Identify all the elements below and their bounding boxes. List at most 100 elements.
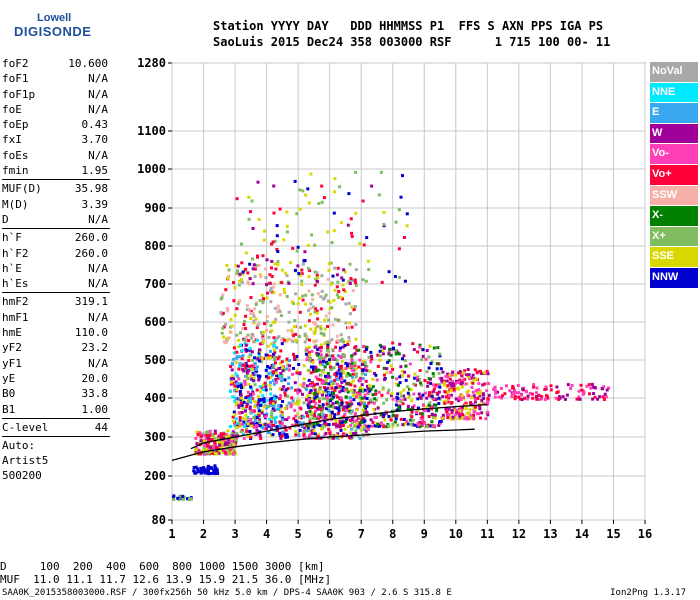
echo-point	[412, 382, 416, 386]
echo-point	[336, 395, 339, 399]
echo-point	[264, 415, 268, 419]
echo-point	[240, 278, 243, 281]
echo-point	[172, 497, 176, 501]
echo-point	[251, 267, 255, 271]
echo-point	[257, 378, 261, 382]
muf-row: MUF 11.0 11.1 11.7 12.6 13.9 15.9 21.5 3…	[0, 573, 332, 586]
echo-point	[374, 373, 378, 377]
echo-point	[271, 396, 274, 400]
echo-point	[221, 293, 225, 297]
echo-point	[566, 383, 570, 387]
echo-point	[387, 270, 391, 274]
echo-point	[366, 391, 370, 395]
echo-point	[472, 416, 476, 420]
echo-point	[448, 373, 452, 377]
echo-point	[456, 381, 460, 384]
echo-point	[448, 381, 452, 385]
echo-point	[454, 413, 458, 417]
echo-point	[220, 331, 224, 335]
echo-point	[258, 342, 262, 346]
echo-point	[427, 404, 431, 407]
echo-point	[432, 346, 436, 350]
echo-point	[394, 348, 398, 352]
param-value: 260.0	[74, 246, 108, 260]
echo-point	[261, 423, 265, 427]
echo-point	[508, 389, 512, 393]
echo-point	[284, 428, 288, 432]
echo-point	[354, 284, 358, 287]
echo-point	[335, 358, 339, 362]
echo-point	[340, 337, 344, 341]
echo-point	[322, 370, 326, 374]
echo-point	[372, 408, 376, 412]
echo-point	[473, 407, 477, 411]
x-tick-label: 6	[326, 527, 333, 541]
echo-point	[332, 211, 336, 215]
echo-point	[323, 365, 327, 369]
echo-point	[310, 359, 314, 362]
echo-point	[349, 410, 353, 414]
echo-point	[274, 415, 278, 419]
echo-point	[250, 311, 254, 315]
echo-point	[361, 199, 365, 203]
echo-point	[305, 388, 308, 392]
echo-point	[287, 376, 291, 380]
echo-point	[235, 397, 239, 401]
echo-point	[201, 449, 205, 453]
echo-point	[341, 297, 344, 301]
echo-point	[285, 418, 289, 422]
echo-point	[479, 372, 483, 375]
echo-point	[367, 428, 370, 431]
autoscale-text: Auto:	[2, 439, 36, 453]
echo-point	[215, 471, 219, 475]
echo-point	[279, 394, 283, 398]
echo-point	[418, 412, 422, 416]
echo-point	[421, 348, 425, 352]
echo-point	[270, 266, 273, 270]
echo-point	[401, 357, 404, 361]
echo-point	[273, 262, 277, 266]
echo-point	[310, 432, 314, 435]
x-tick-label: 15	[606, 527, 620, 541]
echo-point	[317, 396, 321, 400]
echo-point	[273, 320, 277, 324]
echo-point	[327, 374, 331, 378]
echo-point	[475, 391, 479, 395]
echo-point	[219, 446, 223, 450]
echo-point	[493, 395, 497, 399]
echo-point	[284, 435, 288, 438]
echo-point	[237, 338, 241, 342]
echo-point	[230, 432, 234, 436]
echo-point	[335, 382, 339, 386]
echo-point	[406, 407, 410, 411]
echo-point	[381, 349, 385, 353]
echo-point	[557, 395, 561, 399]
echo-point	[283, 406, 287, 410]
divider	[2, 228, 110, 230]
echo-point	[503, 392, 507, 396]
echo-point	[307, 406, 311, 409]
echo-point	[208, 445, 212, 449]
echo-point	[399, 365, 403, 369]
param-name: h`F	[2, 231, 22, 245]
echo-point	[255, 326, 259, 329]
echo-point	[350, 421, 354, 424]
echo-point	[332, 415, 336, 419]
echo-point	[308, 338, 311, 342]
echo-point	[254, 414, 258, 418]
echo-point	[251, 379, 255, 383]
echo-point	[401, 174, 404, 178]
echo-point	[275, 234, 279, 238]
echo-point	[417, 378, 421, 381]
echo-point	[411, 342, 415, 346]
echo-point	[274, 378, 278, 381]
echo-point	[458, 414, 462, 418]
echo-point	[450, 409, 454, 413]
y-tick-label: 1000	[137, 162, 166, 176]
echo-point	[344, 321, 348, 325]
echo-point	[364, 429, 368, 433]
echo-point	[262, 397, 266, 401]
echo-point	[343, 379, 347, 383]
echo-point	[283, 291, 287, 295]
echo-point	[350, 305, 354, 309]
